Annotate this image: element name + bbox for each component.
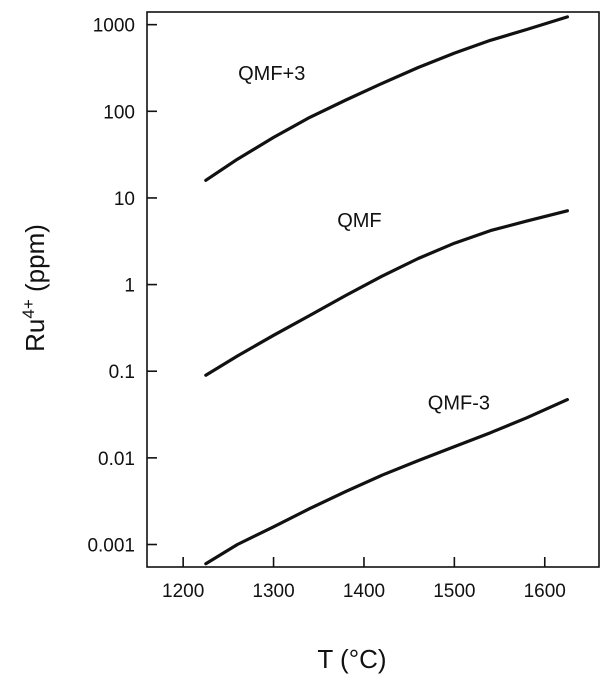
x-tick-label: 1500	[433, 581, 475, 602]
y-tick-label: 100	[103, 102, 135, 123]
plot-border	[146, 11, 600, 568]
y-tick-label: 1000	[93, 16, 135, 37]
y-axis-ticks: 0.001 0.01 0.1 1 10 100 1000	[87, 16, 157, 557]
series-line-qmf-3	[204, 398, 570, 566]
y-tick-label: 0.01	[98, 449, 135, 470]
series-labels: QMF+3 QMF QMF-3	[238, 63, 490, 415]
y-tick-label: 1	[124, 276, 135, 297]
x-axis-ticks: 1200 1300 1400 1500 1600	[162, 557, 566, 602]
y-axis-title-base: Ru	[20, 319, 50, 352]
x-tick-label: 1200	[162, 581, 204, 602]
series-line-qmfplus3	[204, 15, 570, 182]
series-label-qmf-3: QMF-3	[428, 393, 490, 415]
y-tick-label: 0.001	[87, 536, 135, 557]
series-label-qmfplus3: QMF+3	[238, 63, 305, 85]
series-label-qmf: QMF	[337, 210, 381, 232]
x-tick-label: 1400	[343, 581, 385, 602]
x-axis-title: T (°C)	[317, 644, 386, 674]
plot-frame	[146, 11, 600, 568]
x-tick-label: 1600	[524, 581, 566, 602]
x-tick-label: 1300	[252, 581, 294, 602]
y-axis-title-unit: (ppm)	[20, 224, 50, 299]
series-lines	[204, 15, 570, 566]
y-tick-label: 10	[114, 189, 135, 210]
y-tick-label: 0.1	[109, 362, 135, 383]
y-axis-title: Ru4+ (ppm)	[19, 224, 50, 352]
y-axis-title-superscript: 4+	[19, 299, 38, 318]
series-line-qmf	[204, 209, 570, 377]
